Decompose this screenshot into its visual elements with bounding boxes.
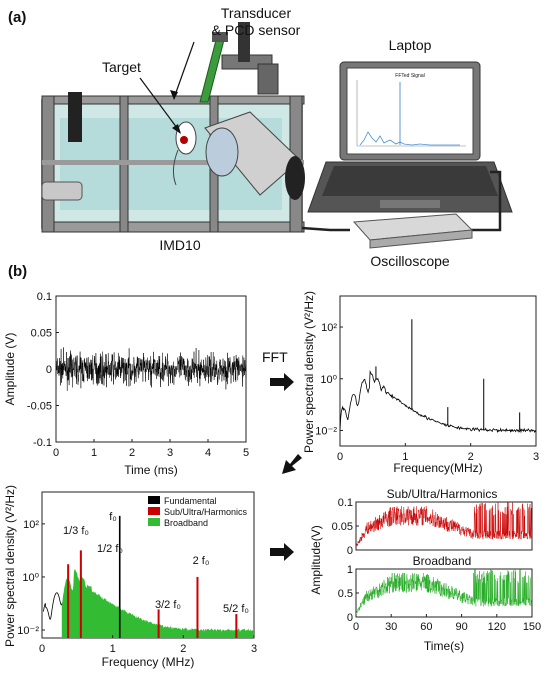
decompose-arrow [270, 543, 294, 561]
broadband-axes [355, 568, 533, 618]
broadband-xtick-label: 60 [420, 621, 432, 633]
raw-psd-xtick-label: 1 [402, 451, 408, 463]
classified-psd-xlabel: Frequency (MHz) [102, 655, 195, 669]
raw-psd-xtick-label: 0 [337, 451, 343, 463]
panel-b-label: (b) [8, 263, 27, 280]
time-signal-ylabel: Amplitude (V) [3, 333, 17, 406]
label-imd10: IMD10 [159, 237, 200, 253]
raw-psd-chart: 0 1 2 3 10⁻² 10⁰ 10² Frequency(MHz) Power spe… [302, 291, 539, 475]
raw-psd-trace [339, 370, 537, 434]
time-signal-ytick-label: 0 [46, 364, 52, 376]
time-signal-xlabel: Time (ms) [124, 463, 178, 477]
raw-psd-xtick-label: 2 [468, 451, 474, 463]
time-signal-xtick-label: 4 [205, 447, 211, 459]
annotation-label: f₀ [109, 511, 117, 523]
broadband-xtick-label: 90 [455, 621, 467, 633]
classified-psd-ytick-label: 10⁰ [22, 572, 39, 584]
time-signal-xtick-label: 2 [129, 447, 135, 459]
annotation-label: 5/2 f₀ [223, 603, 249, 615]
label-laptop: Laptop [389, 37, 432, 53]
broadband-ytick-label: 0 [347, 612, 353, 624]
classification-arrow [282, 454, 302, 474]
legend-label: Broadband [164, 518, 208, 528]
classified-psd-xtick-label: 1 [110, 643, 116, 655]
raw-psd-xtick-label: 3 [533, 451, 539, 463]
legend-swatch [148, 518, 160, 526]
arrow-transducer [173, 41, 195, 99]
annotation-label: 3/2 f₀ [155, 599, 181, 611]
classified-psd-ytick-label: 10⁻² [17, 625, 39, 637]
time-signal-xtick-label: 3 [167, 447, 173, 459]
broadband-ytick-label: 0.5 [338, 588, 353, 600]
legend-swatch [148, 496, 160, 504]
oscilloscope-illustration: Oscilloscope [352, 213, 474, 269]
amplitude-ylabel-right: Amplitude(V) [309, 525, 323, 594]
raw-psd-xlabel: Frequency(MHz) [393, 461, 482, 475]
broadband-ytick-label: 1 [347, 564, 353, 576]
classified-psd-xtick-label: 0 [39, 643, 45, 655]
harmonics-time-chart: 0 0.05 0.1 [332, 497, 533, 557]
label-target: Target [102, 59, 141, 75]
classified-psd-chart: 0 1 2 3 10⁻² 10⁰ 10² f₀ 1/3 f₀ 1/2 f₀ 3/2 f₀ 2 f₀… [3, 485, 257, 669]
raw-psd-ytick-label: 10² [321, 322, 337, 334]
harmonics-ytick-label: 0 [347, 545, 353, 557]
broadband-title: Broadband [413, 554, 472, 568]
harmonics-ytick-label: 0.05 [332, 521, 353, 533]
annotation-label: 1/2 f₀ [97, 543, 123, 555]
legend-label: Sub/Ultra/Harmonics [164, 507, 248, 517]
time-signal-ytick-label: 0.1 [37, 291, 52, 303]
annotation-label: 1/3 f₀ [63, 525, 89, 537]
broadband-trace [355, 569, 533, 614]
arrow-target [139, 77, 181, 133]
classified-psd-xtick-label: 3 [251, 643, 257, 655]
broadband-xtick-label: 30 [385, 621, 397, 633]
legend-swatch [148, 507, 160, 515]
harmonics-trace [356, 501, 533, 547]
classified-psd-xtick-label: 2 [180, 643, 186, 655]
broadband-time-chart: 0 30 60 90 120 150 0 0.5 1 [338, 564, 541, 633]
annotation-label: 2 f₀ [193, 555, 210, 567]
cable-scope-to-laptop [470, 170, 502, 232]
label-transducer-line1: Transducer [221, 5, 292, 21]
classified-psd-ylabel: Power spectral density (V²/Hz) [3, 485, 17, 647]
cable-imd-to-scope [301, 226, 350, 232]
broadband-xlabel: Time(s) [424, 639, 464, 653]
time-signal-xtick-label: 0 [53, 447, 59, 459]
fft-label: FFT [262, 349, 288, 365]
time-signal-trace [55, 347, 247, 391]
raw-psd-ylabel: Power spectral density (V²/Hz) [302, 291, 316, 453]
time-signal-ytick-label: -0.1 [33, 437, 52, 449]
broadband-xtick-label: 0 [353, 621, 359, 633]
time-signal-xtick-label: 5 [243, 447, 249, 459]
laptop-illustration: Laptop FFTed Signal [307, 37, 513, 213]
broadband-area [61, 569, 254, 638]
broadband-xtick-label: 150 [523, 621, 541, 633]
label-oscilloscope: Oscilloscope [370, 253, 450, 269]
broadband-xtick-label: 120 [488, 621, 506, 633]
time-signal-xtick-label: 1 [91, 447, 97, 459]
label-transducer-line2: & PCD sensor [212, 22, 301, 38]
classified-psd-low-trace [43, 592, 63, 620]
fft-arrow [270, 373, 294, 391]
raw-psd-axes [339, 295, 537, 447]
laptop-screen-title: FFTed Signal [395, 73, 424, 79]
classified-psd-ytick-label: 10² [23, 519, 39, 531]
legend-label: Fundamental [164, 496, 217, 506]
time-signal-ytick-label: 0.05 [31, 328, 52, 340]
raw-psd-ytick-label: 10⁰ [320, 374, 337, 386]
time-signal-chart: 0 1 2 3 4 5 -0.1 -0.05 0 0.05 0.1 Time (ms) Ampli… [3, 291, 249, 477]
time-signal-ytick-label: -0.05 [27, 401, 52, 413]
panel-a-label: (a) [8, 9, 26, 26]
harmonics-ytick-label: 0.1 [338, 497, 353, 509]
harmonics-title: Sub/Ultra/Harmonics [387, 487, 498, 501]
raw-psd-ytick-label: 10⁻² [315, 425, 337, 437]
